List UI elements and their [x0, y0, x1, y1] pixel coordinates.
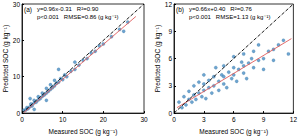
- svg-text:6: 6: [168, 55, 172, 62]
- svg-text:20: 20: [100, 116, 108, 123]
- svg-text:Predicted SOC (g kg⁻¹): Predicted SOC (g kg⁻¹): [2, 25, 10, 92]
- svg-text:(b): (b): [176, 6, 184, 14]
- svg-text:30: 30: [13, 1, 21, 8]
- svg-text:y=0.96x-0.31 R²=0.90: y=0.96x-0.31 R²=0.90: [37, 6, 99, 12]
- svg-text:0: 0: [16, 109, 20, 117]
- svg-text:y=0.66x+0.40 R²=0.76: y=0.66x+0.40 R²=0.76: [189, 6, 253, 12]
- svg-text:10: 10: [13, 73, 21, 80]
- svg-text:p<0.001 RMSE=0.86 (g kg⁻¹): p<0.001 RMSE=0.86 (g kg⁻¹): [37, 14, 119, 20]
- svg-text:0: 0: [168, 109, 172, 117]
- svg-text:0: 0: [172, 116, 176, 123]
- svg-text:9: 9: [168, 28, 172, 35]
- svg-text:Measured SOC (g kg⁻¹): Measured SOC (g kg⁻¹): [199, 128, 268, 136]
- svg-text:12: 12: [290, 116, 298, 123]
- svg-text:20: 20: [13, 37, 21, 44]
- svg-text:6: 6: [232, 116, 236, 123]
- svg-text:10: 10: [59, 116, 67, 123]
- svg-text:Measured SOC (g kg⁻¹): Measured SOC (g kg⁻¹): [49, 128, 118, 136]
- svg-text:9: 9: [262, 116, 266, 123]
- svg-text:3: 3: [168, 82, 172, 89]
- svg-text:3: 3: [202, 116, 206, 123]
- svg-text:0: 0: [20, 116, 24, 123]
- svg-text:p<0.001 RMSE=1.13 (g kg⁻¹): p<0.001 RMSE=1.13 (g kg⁻¹): [189, 14, 271, 20]
- svg-text:12: 12: [165, 1, 173, 8]
- svg-text:(a): (a): [24, 6, 32, 14]
- svg-text:30: 30: [140, 116, 148, 123]
- svg-text:Predicted SOC (g kg⁻¹): Predicted SOC (g kg⁻¹): [154, 25, 162, 92]
